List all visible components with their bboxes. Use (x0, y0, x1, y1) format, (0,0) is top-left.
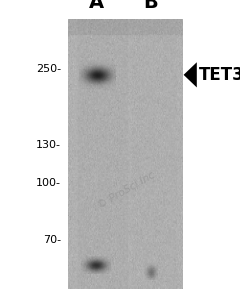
Text: B: B (143, 0, 158, 12)
Text: 130-: 130- (36, 140, 61, 150)
Text: A: A (89, 0, 104, 12)
Text: 70-: 70- (43, 235, 61, 244)
Text: © ProSci Inc.: © ProSci Inc. (96, 168, 159, 211)
Polygon shape (184, 62, 197, 87)
Text: TET3: TET3 (199, 66, 240, 84)
Text: 250-: 250- (36, 64, 61, 74)
Text: 100-: 100- (36, 178, 61, 188)
